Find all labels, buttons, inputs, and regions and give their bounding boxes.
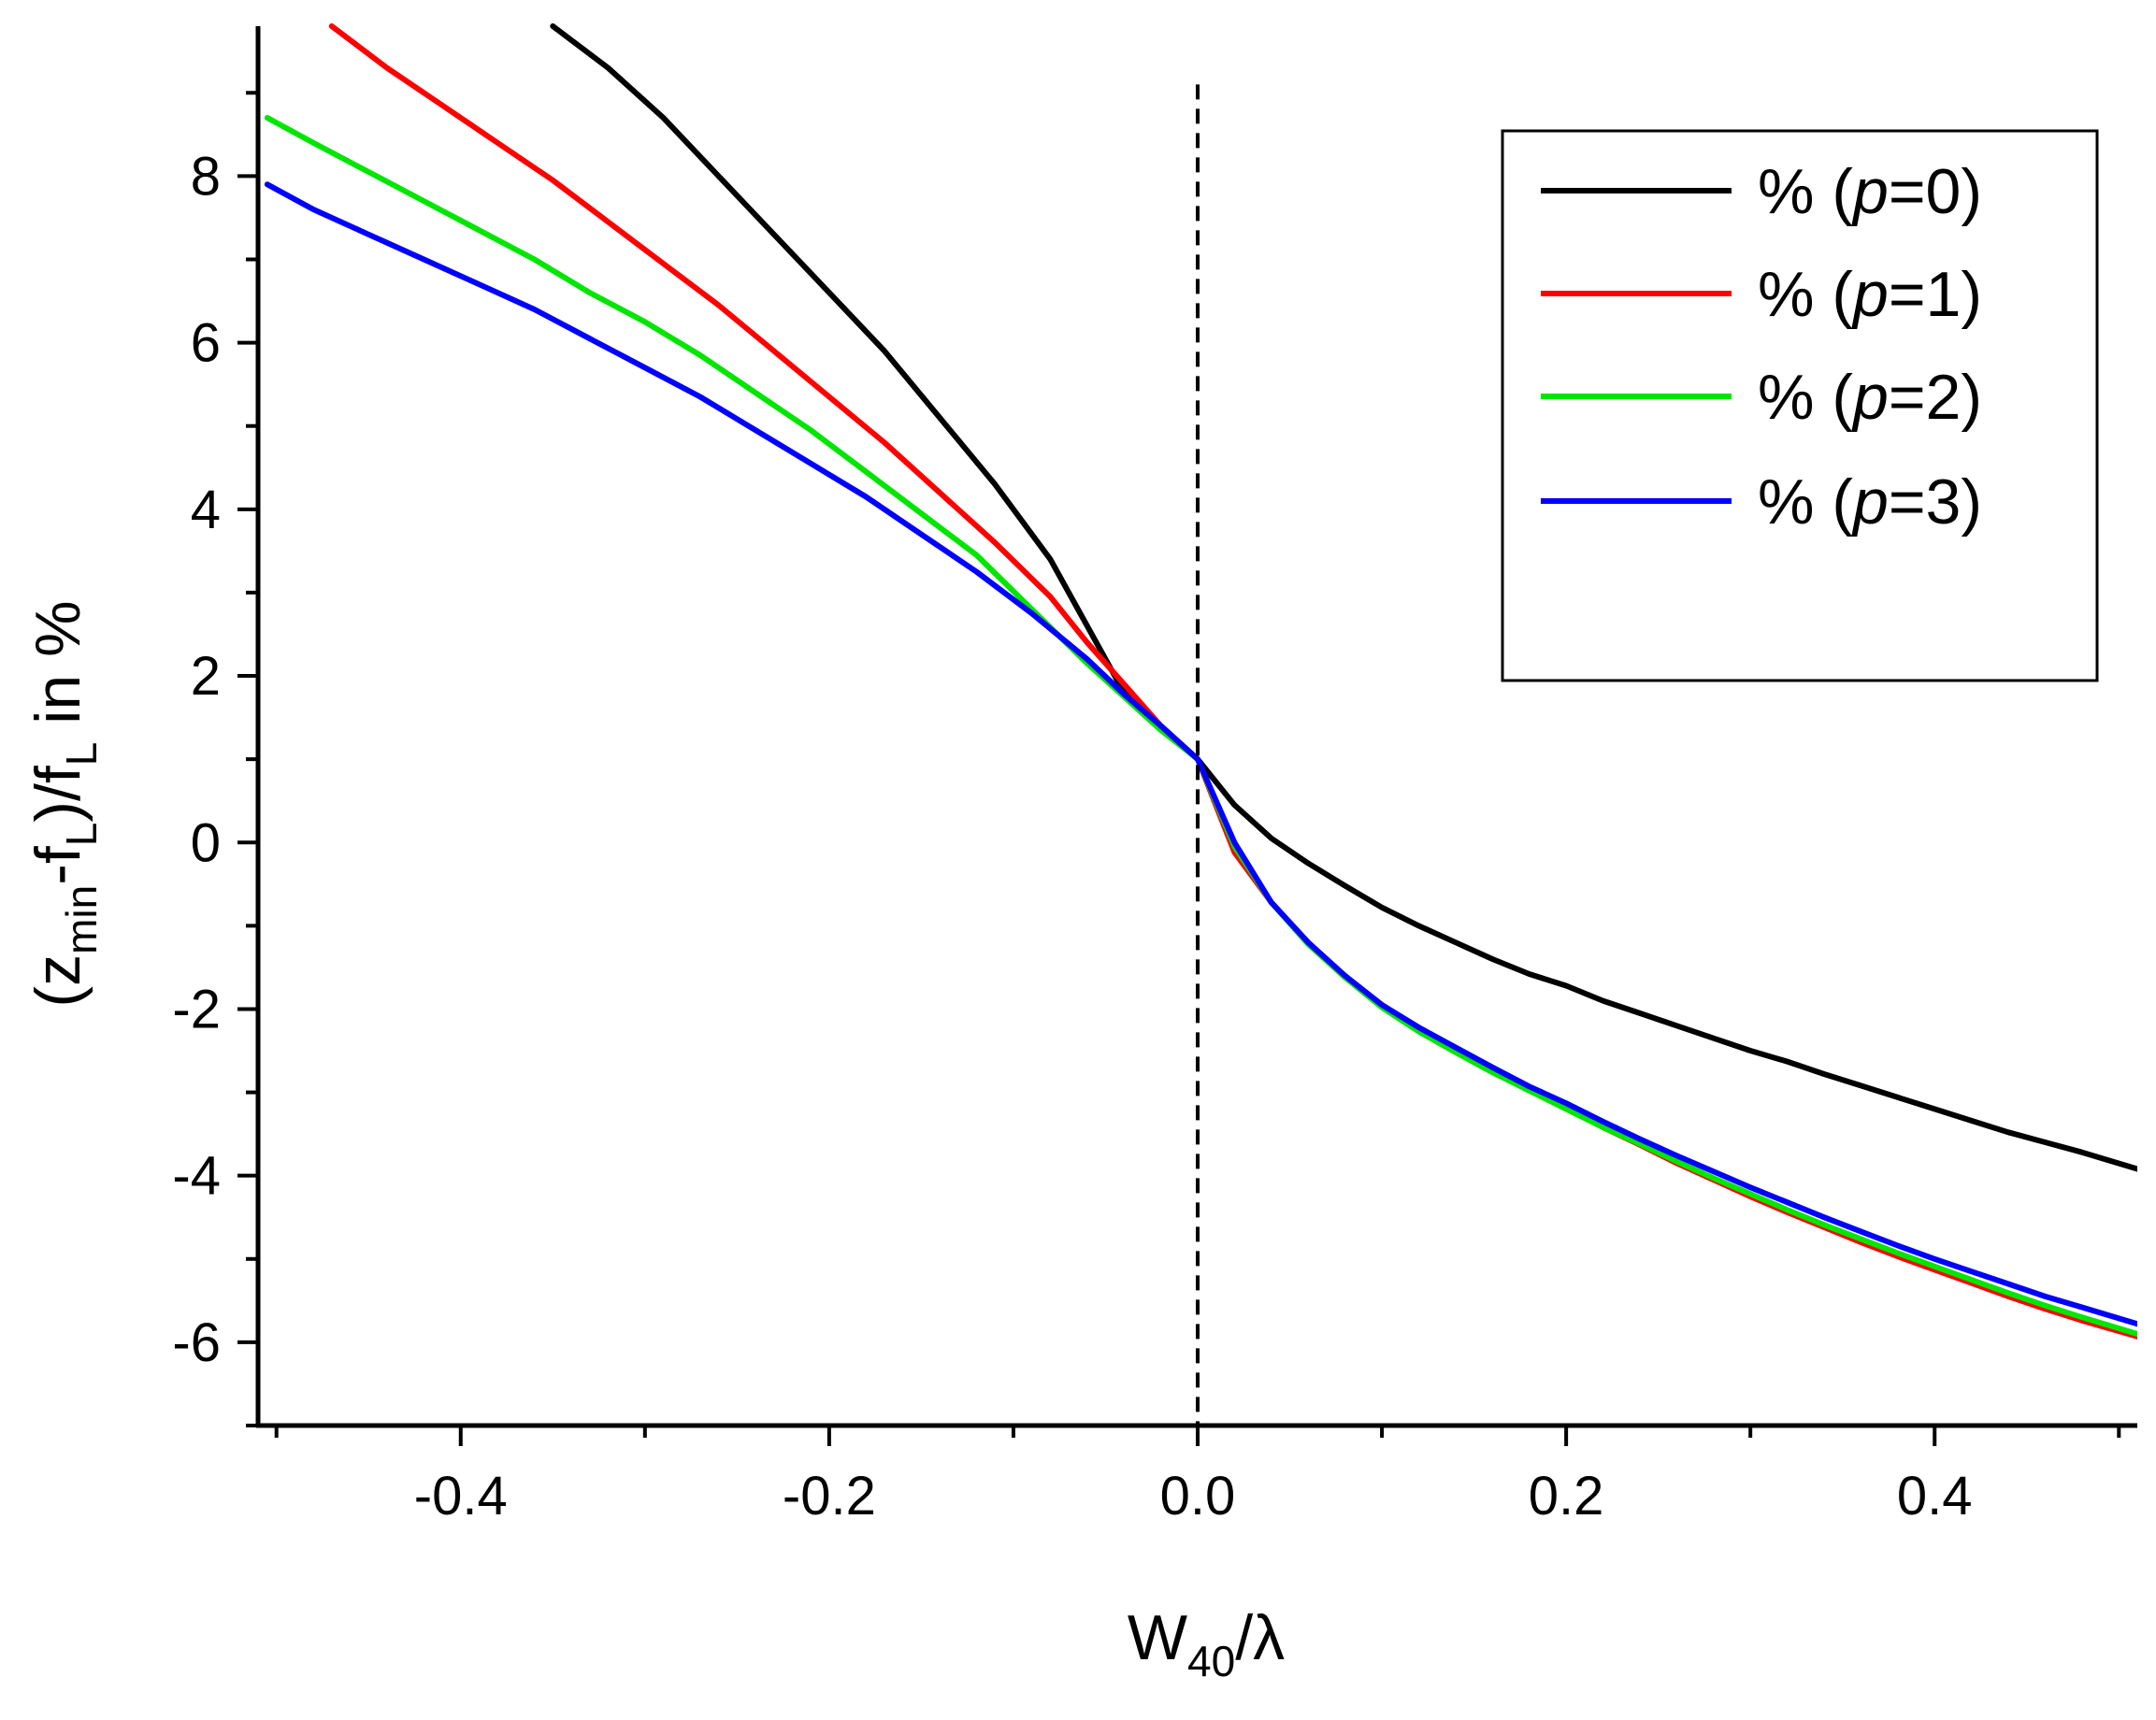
x-tick-label: -0.4 [414,1466,508,1526]
legend-item: % (p=1) [1541,259,1982,330]
y-tick-label: 2 [191,646,221,707]
x-tick-label: 0.4 [1897,1466,1973,1526]
x-axis-title: W40/λ [1128,1602,1285,1685]
x-tick-labels: -0.4 -0.2 0.0 0.2 0.4 [414,1466,1973,1526]
series-layer [264,23,2137,1340]
y-axis-title: (zmin-fL)/fL in % [22,600,106,1007]
series-line-p3 [264,181,2137,1327]
legend-label-p1: % (p=1) [1758,259,1982,330]
axes-layer [237,26,2137,1446]
y-tick-label: 8 [191,146,221,207]
legend: % (p=0) % (p=1) % (p=2) % (p=3) [1501,129,2099,682]
y-tick-label: -2 [172,979,221,1039]
series-line-p0 [550,23,2137,1172]
x-tick-label: 0.2 [1529,1466,1604,1526]
y-tick-label: 4 [191,480,221,540]
x-tick-label: -0.2 [783,1466,876,1526]
legend-item: % (p=2) [1541,362,1982,433]
legend-box [1501,129,2099,682]
legend-label-p2: % (p=2) [1758,362,1982,433]
legend-label-p3: % (p=3) [1758,466,1982,538]
legend-label-p0: % (p=0) [1758,156,1982,227]
legend-item: % (p=0) [1541,156,1982,227]
y-tick-label: 0 [191,812,221,873]
y-tick-label: 6 [191,313,221,374]
y-tick-label: -4 [172,1146,221,1207]
y-tick-label: -6 [172,1312,221,1373]
x-tick-label: 0.0 [1160,1466,1236,1526]
y-tick-labels: -6 -4 -2 0 2 4 6 8 [172,146,221,1373]
legend-item: % (p=3) [1541,466,1982,538]
